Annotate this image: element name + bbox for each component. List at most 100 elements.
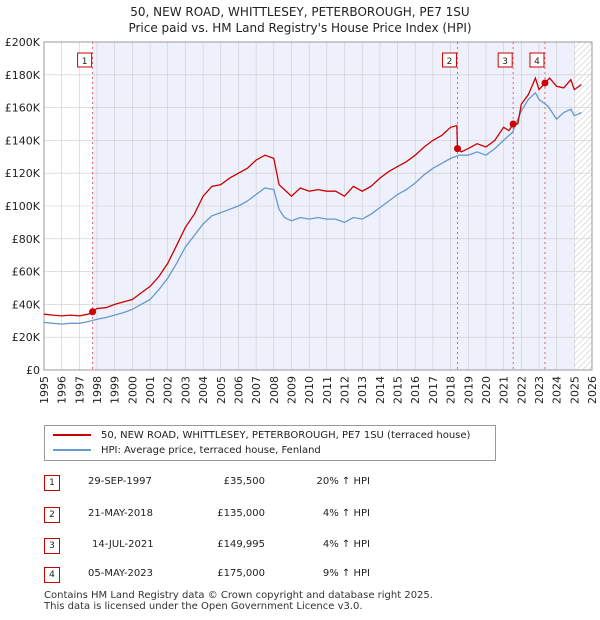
x-tick-label: 2015 (392, 376, 405, 404)
x-tick-label: 1996 (56, 376, 69, 404)
future-hatch-line (574, 270, 593, 289)
future-hatch-line (574, 54, 593, 73)
y-tick-label: £100K (5, 200, 41, 213)
hpi-line (43, 91, 582, 325)
legend-label-property: 50, NEW ROAD, WHITTLESEY, PETERBOROUGH, … (101, 430, 471, 441)
footer-attribution: Contains HM Land Registry data © Crown c… (44, 590, 433, 612)
x-tick-label: 2006 (233, 376, 246, 404)
future-hatch-line (574, 204, 593, 223)
transaction-date: 21-MAY-2018 (88, 508, 154, 519)
x-tick-label: 2002 (162, 376, 175, 404)
x-tick-label: 2007 (250, 376, 263, 404)
sale-label: 3 (502, 57, 508, 67)
future-hatch-line (574, 276, 593, 295)
transaction-price: £35,500 (223, 476, 265, 487)
y-tick-label: £200K (5, 36, 41, 49)
y-tick-label: £0 (26, 364, 40, 377)
x-tick-label: 2017 (427, 376, 440, 404)
sale-label-box (497, 52, 513, 68)
future-hatch-line (574, 300, 593, 319)
legend-label-hpi: HPI: Average price, terraced house, Fenl… (101, 445, 321, 456)
sale-point (89, 308, 97, 316)
footer-copyright: Contains HM Land Registry data © Crown c… (44, 590, 433, 601)
x-tick-label: 2016 (409, 376, 422, 404)
x-tick-label: 2010 (303, 376, 316, 404)
future-hatch-line (574, 66, 593, 85)
x-tick-label: 1997 (73, 376, 86, 404)
x-tick-label: 2013 (356, 376, 369, 404)
x-tick-label: 2025 (568, 376, 581, 404)
future-hatch-line (574, 41, 587, 55)
transaction-hpi: 4% ↑ HPI (322, 508, 370, 519)
future-hatch-line (574, 246, 593, 265)
sale-label-box (529, 52, 545, 68)
legend-swatch-property (53, 434, 91, 436)
future-hatch-line (574, 132, 593, 151)
transaction-badge: 3 (44, 538, 60, 554)
future-hatch-line (574, 198, 593, 217)
future-hatch-line (574, 192, 593, 211)
y-tick-label: £140K (5, 134, 41, 147)
y-tick-label: £40K (12, 298, 41, 311)
future-hatch-line (574, 96, 593, 115)
future-hatch-line (574, 240, 593, 259)
future-hatch-line (576, 354, 593, 371)
price-chart: 1 2 3 4 £0 £20K £40K £60K £80K £100K £120K £140K £16… (5, 36, 599, 404)
chart-title-line1: 50, NEW ROAD, WHITTLESEY, PETERBOROUGH, … (130, 5, 470, 19)
future-hatch-line (574, 156, 593, 175)
future-hatch-line (574, 306, 593, 325)
sale-label-box (441, 52, 457, 68)
x-tick-label: 2009 (286, 376, 299, 404)
footer-license: This data is licensed under the Open Gov… (44, 601, 363, 612)
future-hatch-line (574, 180, 593, 199)
sale-label: 1 (82, 57, 88, 67)
future-hatch-line (574, 168, 593, 187)
future-hatch-line (574, 348, 593, 367)
transaction-price: £149,995 (217, 539, 265, 550)
future-hatch-line (574, 162, 593, 181)
transaction-price: £175,000 (217, 568, 265, 579)
future-hatch-line (574, 318, 593, 337)
x-tick-label: 2014 (374, 376, 387, 404)
y-tick-label: £20K (12, 331, 41, 344)
future-hatch-line (574, 312, 593, 331)
x-tick-label: 2023 (533, 376, 546, 404)
future-hatch-line (574, 84, 593, 103)
future-hatch-line (574, 78, 593, 97)
future-hatch-line (574, 102, 593, 121)
future-hatch-line (582, 360, 593, 371)
sale-label: 2 (447, 57, 453, 67)
x-tick-label: 2011 (321, 376, 334, 404)
future-hatch-line (574, 138, 593, 157)
legend-item-hpi: HPI: Average price, terraced house, Fenl… (53, 444, 321, 458)
x-tick-label: 2026 (586, 376, 599, 404)
transaction-badge: 4 (44, 567, 60, 583)
future-hatch-line (574, 48, 593, 67)
x-tick-label: 2022 (515, 376, 528, 404)
sale-label: 4 (534, 57, 540, 67)
chart-legend: 50, NEW ROAD, WHITTLESEY, PETERBOROUGH, … (44, 425, 496, 461)
future-hatch-line (574, 42, 593, 61)
legend-item-property: 50, NEW ROAD, WHITTLESEY, PETERBOROUGH, … (53, 429, 470, 443)
sale-point (541, 79, 549, 87)
future-hatch-line (574, 324, 593, 343)
transaction-price: £135,000 (217, 508, 265, 519)
transaction-hpi: 9% ↑ HPI (322, 568, 370, 579)
transaction-badge: 2 (44, 507, 60, 523)
x-tick-label: 2024 (551, 376, 564, 404)
y-tick-label: £120K (5, 167, 41, 180)
x-tick-label: 1995 (38, 376, 51, 404)
x-tick-label: 2020 (480, 376, 493, 404)
x-tick-label: 2005 (215, 376, 228, 404)
future-hatch-line (574, 114, 593, 133)
future-hatch-line (574, 144, 593, 163)
x-tick-label: 1999 (109, 376, 122, 404)
legend-swatch-hpi (53, 449, 91, 451)
transaction-date: 14-JUL-2021 (92, 539, 154, 550)
x-tick-label: 2021 (498, 376, 511, 404)
x-tick-label: 2018 (445, 376, 458, 404)
sale-point (453, 145, 461, 153)
transaction-hpi: 4% ↑ HPI (322, 539, 370, 550)
x-tick-label: 2012 (339, 376, 352, 404)
x-tick-label: 1998 (91, 376, 104, 404)
